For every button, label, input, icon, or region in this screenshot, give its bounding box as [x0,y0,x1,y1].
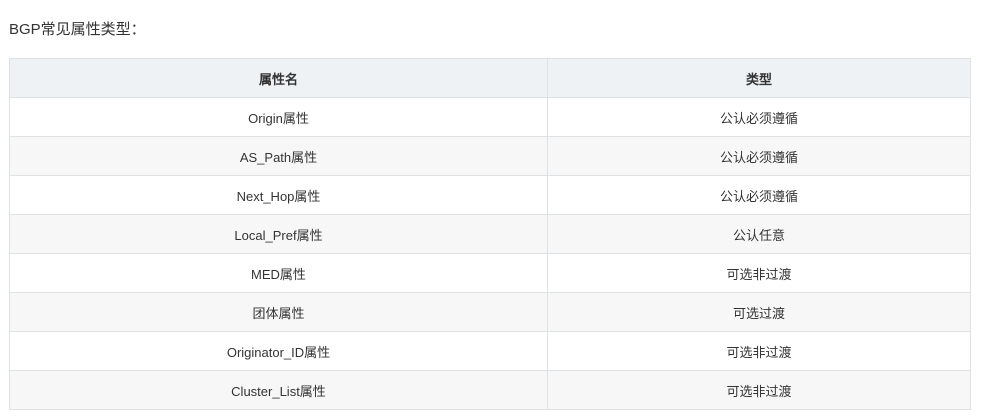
cell-attribute-name: Origin属性 [9,97,548,137]
table-row: Cluster_List属性 可选非过渡 [9,370,971,410]
cell-attribute-name: Local_Pref属性 [9,214,548,254]
cell-type: 可选非过渡 [547,331,971,371]
bgp-attributes-table: 属性名 类型 Origin属性 公认必须遵循 AS_Path属性 公认必须遵循 Next… [9,58,971,410]
table-header-row: 属性名 类型 [9,58,971,98]
cell-type: 可选非过渡 [547,370,971,410]
cell-type: 公认必须遵循 [547,97,971,137]
table-row: AS_Path属性 公认必须遵循 [9,136,971,176]
table-row: MED属性 可选非过渡 [9,253,971,293]
cell-type: 公认必须遵循 [547,136,971,176]
header-type: 类型 [547,58,971,98]
cell-type: 公认必须遵循 [547,175,971,215]
cell-attribute-name: 团体属性 [9,292,548,332]
table-row: Next_Hop属性 公认必须遵循 [9,175,971,215]
section-title: BGP常见属性类型： [9,21,146,38]
table-row: 团体属性 可选过渡 [9,292,971,332]
cell-type: 可选非过渡 [547,253,971,293]
cell-type: 可选过渡 [547,292,971,332]
cell-attribute-name: MED属性 [9,253,548,293]
table-row: Local_Pref属性 公认任意 [9,214,971,254]
cell-attribute-name: Next_Hop属性 [9,175,548,215]
cell-type: 公认任意 [547,214,971,254]
cell-attribute-name: Cluster_List属性 [9,370,548,410]
table-row: Originator_ID属性 可选非过渡 [9,331,971,371]
cell-attribute-name: Originator_ID属性 [9,331,548,371]
table-row: Origin属性 公认必须遵循 [9,97,971,137]
cell-attribute-name: AS_Path属性 [9,136,548,176]
header-attribute-name: 属性名 [9,58,548,98]
